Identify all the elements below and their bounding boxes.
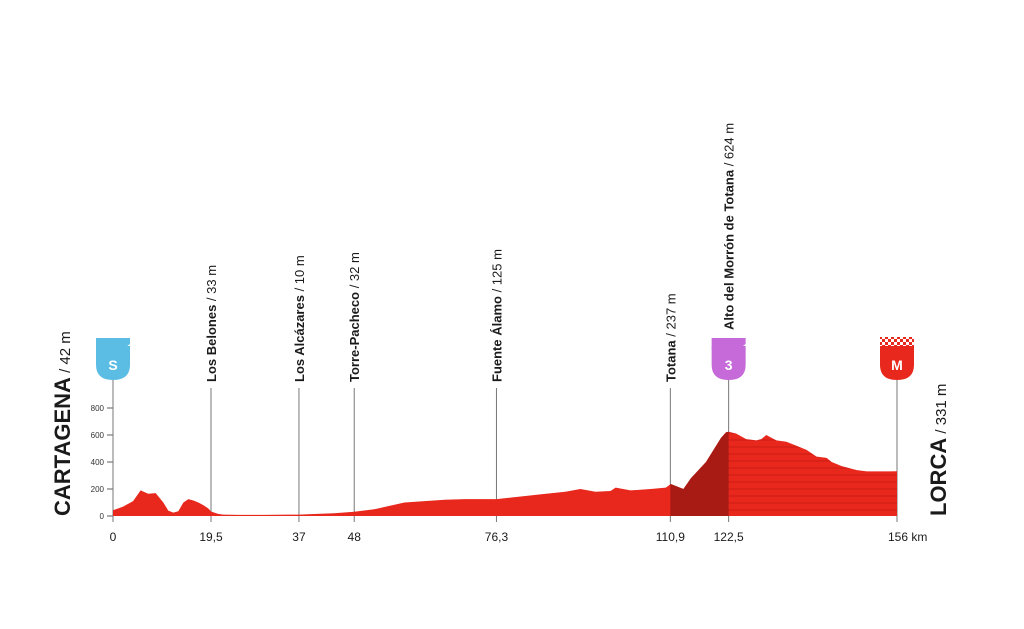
xtick-label-5: 110,9 xyxy=(656,530,685,544)
waypoint-label-5: Alto del Morrón de Totana / 624 m xyxy=(722,123,737,330)
waypoint-name: Totana xyxy=(663,340,678,382)
waypoint-labels: Los Belones / 33 m Los Alcázares / 10 m To… xyxy=(50,123,951,516)
waypoint-name: Los Belones xyxy=(204,305,219,382)
waypoint-label-0: Los Belones / 33 m xyxy=(204,265,219,382)
waypoint-label-4: Totana / 237 m xyxy=(663,293,678,382)
finish-city-label: LORCA / 331 m xyxy=(926,384,951,516)
waypoint-altitude: / 125 m xyxy=(489,249,504,296)
start-city-altitude: / 42 m xyxy=(57,331,74,377)
ytick-label-200: 200 xyxy=(91,485,105,494)
climb-category-badge xyxy=(711,346,746,380)
waypoint-altitude: / 32 m xyxy=(347,252,362,292)
ytick-label-800: 800 xyxy=(91,404,105,413)
waypoint-label-1: Los Alcázares / 10 m xyxy=(292,255,307,382)
ytick-label-400: 400 xyxy=(91,458,105,467)
xtick-label-2: 37 xyxy=(292,530,306,544)
xtick-label-0: 0 xyxy=(110,530,117,544)
xtick-label-1: 19,5 xyxy=(199,530,223,544)
waypoint-name: Alto del Morrón de Totana xyxy=(722,169,737,330)
waypoint-altitude: / 624 m xyxy=(722,123,737,170)
xtick-label-4: 76,3 xyxy=(485,530,509,544)
waypoint-label-3: Fuente Álamo / 125 m xyxy=(489,249,504,382)
xtick-label-7: 156 km xyxy=(888,530,927,544)
waypoint-altitude: / 33 m xyxy=(204,265,219,305)
ytick-label-0: 0 xyxy=(100,512,105,521)
finish-badge-checker xyxy=(880,337,914,348)
climb-category-label: 3 xyxy=(725,357,733,373)
badges: S 3 M xyxy=(96,337,914,380)
x-axis-ticks: 0 19,5 37 48 76,3 110,9 122,5 156 km xyxy=(110,530,928,544)
finish-city-altitude: / 331 m xyxy=(933,384,950,438)
start-city-name: CARTAGENA xyxy=(50,377,75,516)
climb-area xyxy=(670,431,729,516)
waypoint-altitude: / 10 m xyxy=(292,255,307,295)
finish-city-name: LORCA xyxy=(926,438,951,516)
waypoint-altitude: / 237 m xyxy=(663,293,678,340)
xtick-label-3: 48 xyxy=(348,530,362,544)
start-badge xyxy=(96,346,130,380)
waypoint-name: Fuente Álamo xyxy=(489,296,504,382)
waypoint-name: Torre-Pacheco xyxy=(347,292,362,382)
waypoint-label-2: Torre-Pacheco / 32 m xyxy=(347,252,362,382)
waypoint-name: Los Alcázares xyxy=(292,295,307,382)
finish-badge-letter: M xyxy=(891,357,903,373)
elevation-profile xyxy=(113,431,897,516)
start-city-label: CARTAGENA / 42 m xyxy=(50,331,75,516)
y-axis: 0 200 400 600 800 xyxy=(91,404,113,521)
finish-badge xyxy=(880,346,914,380)
start-badge-letter: S xyxy=(108,357,117,373)
ytick-label-600: 600 xyxy=(91,431,105,440)
xtick-label-6: 122,5 xyxy=(714,530,744,544)
